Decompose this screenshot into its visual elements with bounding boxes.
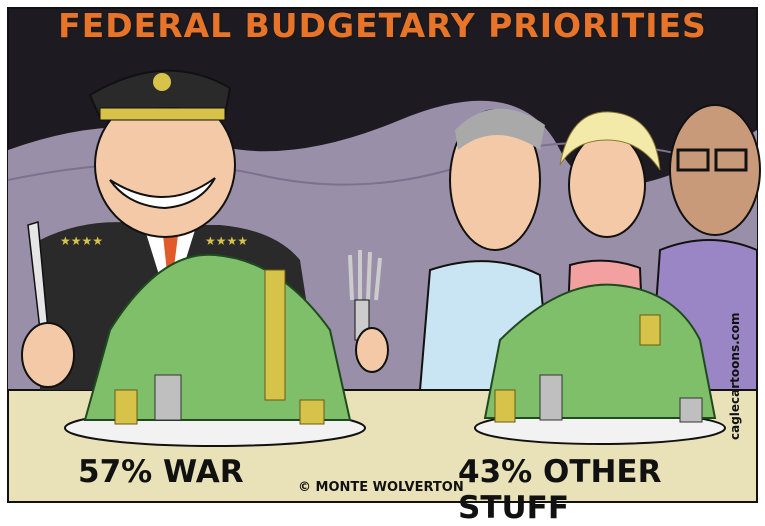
svg-text:★★★★: ★★★★ <box>205 234 248 248</box>
cartoon-illustration: ★★★★ ★★★★ <box>7 7 761 503</box>
artist-credit: © MONTE WOLVERTON <box>298 480 464 495</box>
left-money-pile <box>64 253 366 447</box>
cartoon-title: FEDERAL BUDGETARY PRIORITIES <box>58 6 707 45</box>
right-money-pile <box>474 283 726 445</box>
svg-text:★★★★: ★★★★ <box>60 234 103 248</box>
right-caption: 43% OTHER STUFF <box>458 454 662 526</box>
left-caption: 57% WAR <box>78 454 244 490</box>
cartoon-panel: ★★★★ ★★★★ <box>7 6 761 526</box>
site-watermark: caglecartoons.com <box>728 312 742 440</box>
